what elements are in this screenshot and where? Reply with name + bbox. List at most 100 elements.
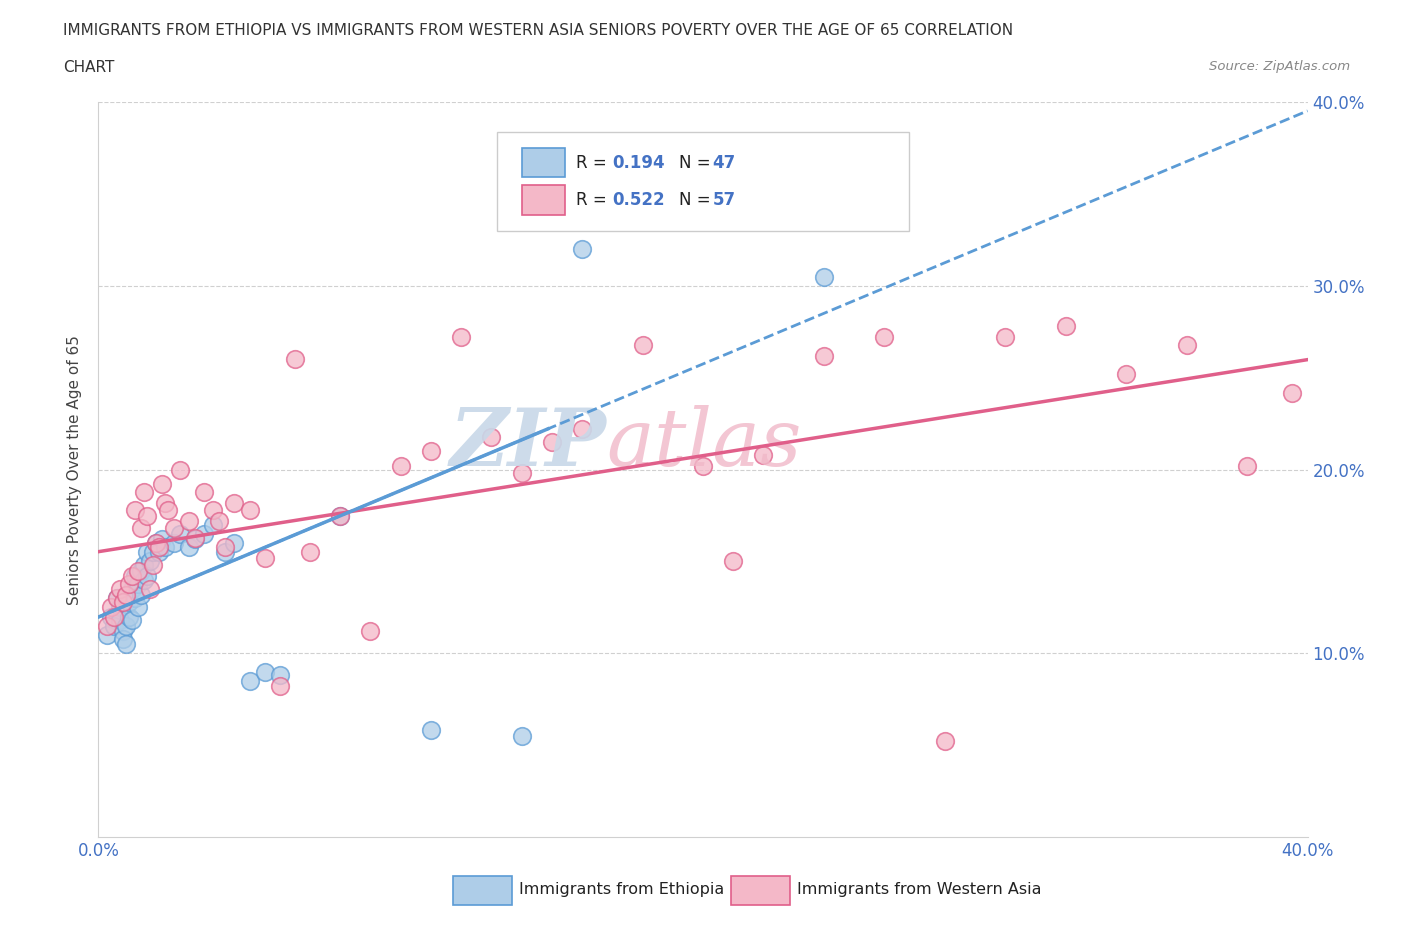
Text: atlas: atlas [606,405,801,483]
Text: IMMIGRANTS FROM ETHIOPIA VS IMMIGRANTS FROM WESTERN ASIA SENIORS POVERTY OVER TH: IMMIGRANTS FROM ETHIOPIA VS IMMIGRANTS F… [63,23,1014,38]
FancyBboxPatch shape [522,185,565,215]
Point [420,723,443,737]
Point [135,545,157,560]
Point [299,545,322,560]
Point [450,330,472,345]
Point [329,508,352,523]
Point [631,338,654,352]
Point [813,349,835,364]
Point [132,572,155,588]
Text: 57: 57 [713,191,735,209]
Point [692,458,714,473]
Point [510,728,533,743]
Text: Immigrants from Ethiopia: Immigrants from Ethiopia [519,883,724,897]
Point [481,429,503,444]
Point [114,637,136,652]
Point [108,613,131,628]
Point [239,502,262,517]
Point [121,581,143,596]
Point [108,581,131,596]
Point [329,508,352,523]
Text: 0.522: 0.522 [613,191,665,209]
Point [142,558,165,573]
FancyBboxPatch shape [731,876,790,905]
Point [214,539,236,554]
Point [153,496,176,511]
Text: R =: R = [576,191,612,209]
Text: 0.194: 0.194 [613,153,665,172]
Point [284,352,307,367]
Point [1236,458,1258,473]
Point [127,564,149,578]
Point [111,594,134,609]
Text: R =: R = [576,153,612,172]
Point [169,462,191,477]
Point [179,539,201,554]
Point [873,330,896,345]
Point [135,569,157,584]
Point [114,587,136,602]
Point [96,618,118,633]
Point [124,502,146,517]
Point [100,600,122,615]
Point [132,558,155,573]
Point [103,609,125,624]
Point [193,526,215,541]
Point [100,609,122,624]
Point [239,673,262,688]
Text: N =: N = [679,153,716,172]
Point [253,551,276,565]
Point [111,631,134,646]
Point [150,532,173,547]
Text: N =: N = [679,191,716,209]
Point [145,536,167,551]
Point [253,664,276,679]
Point [510,466,533,481]
Point [118,594,141,609]
Point [169,526,191,541]
Point [1281,385,1303,400]
Point [224,496,246,511]
Point [184,532,207,547]
Point [124,569,146,584]
Point [145,536,167,551]
Point [571,422,593,437]
Y-axis label: Seniors Poverty Over the Age of 65: Seniors Poverty Over the Age of 65 [67,335,83,604]
Text: Immigrants from Western Asia: Immigrants from Western Asia [797,883,1042,897]
Point [163,521,186,536]
Point [129,521,152,536]
Point [752,150,775,165]
Point [163,536,186,551]
Point [118,576,141,591]
Point [723,554,745,569]
Point [1054,319,1077,334]
Point [269,679,291,694]
Point [934,734,956,749]
Point [105,591,128,605]
Point [127,600,149,615]
Point [105,591,128,605]
Point [389,458,412,473]
Point [360,624,382,639]
FancyBboxPatch shape [498,132,908,231]
Point [1175,338,1198,352]
Point [132,485,155,499]
Point [111,624,134,639]
Point [214,545,236,560]
Text: 47: 47 [713,153,735,172]
Point [1115,366,1137,381]
Point [269,668,291,683]
Point [571,242,593,257]
Point [118,609,141,624]
Point [813,270,835,285]
Point [224,536,246,551]
Point [752,447,775,462]
Point [148,539,170,554]
Point [129,564,152,578]
Point [540,434,562,449]
Point [139,554,162,569]
Point [121,569,143,584]
Point [420,444,443,458]
Point [103,618,125,633]
Point [129,587,152,602]
